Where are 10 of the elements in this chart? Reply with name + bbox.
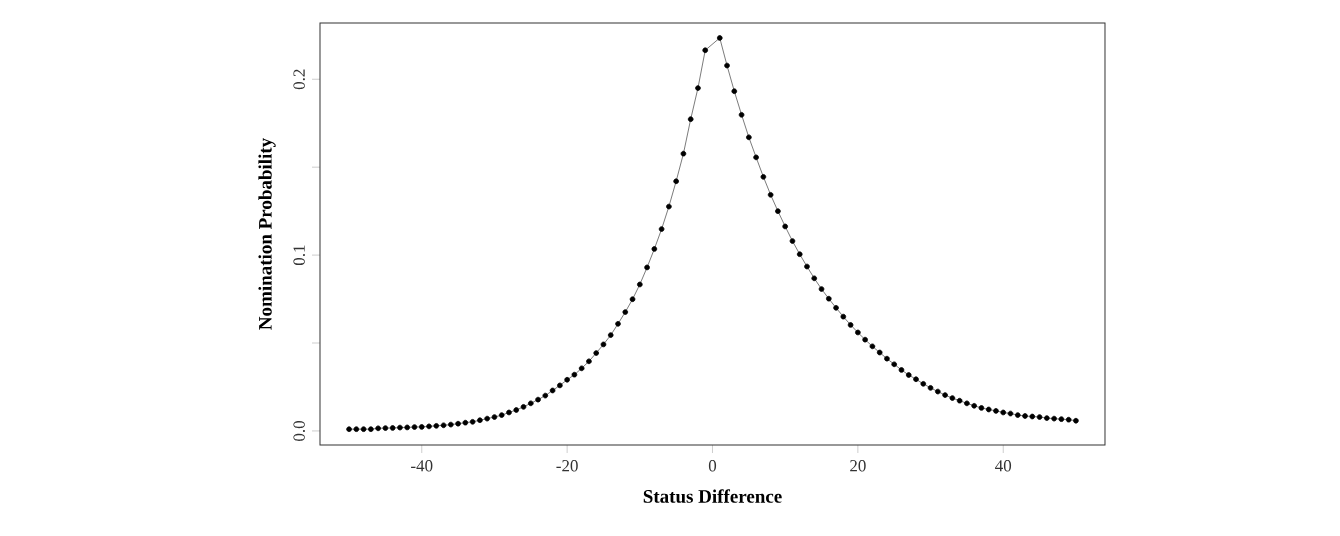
y-tick-label: 0.2	[293, 69, 305, 90]
x-tick-label: 20	[850, 460, 866, 472]
x-tick-label: -40	[411, 460, 433, 472]
y-tick-label: 0.1	[293, 245, 305, 266]
x-tick-label: 0	[708, 460, 717, 472]
x-tick-label: -20	[556, 460, 578, 472]
y-axis-title: Nomination Probability	[258, 138, 276, 330]
x-axis-title: Status Difference	[643, 489, 782, 503]
x-tick-label: 40	[995, 460, 1012, 472]
y-tick-label: 0.0	[293, 420, 305, 441]
